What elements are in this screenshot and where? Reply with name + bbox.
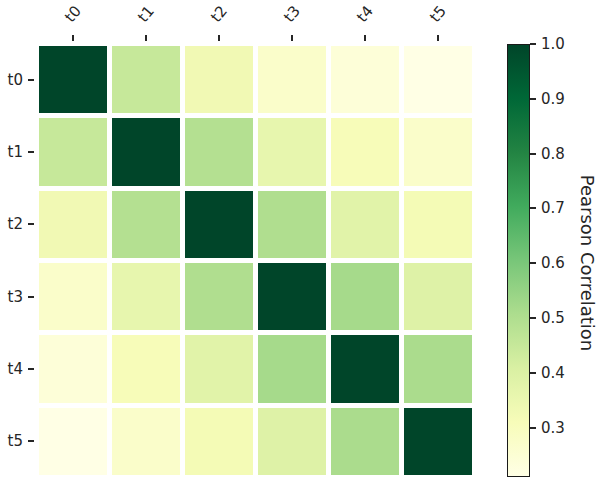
heatmap-cell-t3-t1 bbox=[112, 263, 180, 330]
colorbar-tick-label: 0.5 bbox=[541, 309, 565, 327]
colorbar-tick-mark bbox=[530, 372, 536, 374]
colorbar-tick-label: 0.4 bbox=[541, 364, 565, 382]
x-tick-mark bbox=[218, 35, 220, 41]
y-tick-label-t4: t4 bbox=[0, 360, 23, 378]
x-tick-mark bbox=[437, 35, 439, 41]
colorbar-tick-label: 0.7 bbox=[541, 199, 565, 217]
heatmap-cell-t4-t5 bbox=[404, 335, 472, 402]
heatmap-cell-t2-t4 bbox=[331, 191, 399, 258]
y-tick-mark bbox=[28, 79, 34, 81]
heatmap-cell-t2-t3 bbox=[258, 191, 326, 258]
heatmap-cell-t1-t4 bbox=[331, 118, 399, 185]
colorbar-tick-mark bbox=[530, 207, 536, 209]
colorbar-tick-mark bbox=[530, 317, 536, 319]
y-tick-mark bbox=[28, 296, 34, 298]
heatmap-cell-t0-t1 bbox=[112, 46, 180, 113]
x-tick-mark bbox=[291, 35, 293, 41]
heatmap-cell-t0-t3 bbox=[258, 46, 326, 113]
heatmap-cell-t1-t5 bbox=[404, 118, 472, 185]
colorbar-tick-label: 0.6 bbox=[541, 254, 565, 272]
colorbar-tick-label: 0.3 bbox=[541, 419, 565, 437]
heatmap-cell-t2-t0 bbox=[39, 191, 107, 258]
heatmap-cell-t4-t4 bbox=[331, 335, 399, 402]
heatmap-cell-t5-t5 bbox=[404, 408, 472, 475]
y-tick-label-t5: t5 bbox=[0, 432, 23, 450]
heatmap-cell-t5-t1 bbox=[112, 408, 180, 475]
colorbar-tick-mark bbox=[530, 427, 536, 429]
x-tick-label: t2 bbox=[207, 2, 231, 25]
y-tick-mark bbox=[28, 368, 34, 370]
x-tick-label: t0 bbox=[61, 2, 85, 25]
heatmap-cell-t4-t0 bbox=[39, 335, 107, 402]
heatmap-cell-t3-t2 bbox=[185, 263, 253, 330]
heatmap-cell-t0-t5 bbox=[404, 46, 472, 113]
heatmap-cell-t5-t0 bbox=[39, 408, 107, 475]
heatmap-cell-t0-t0 bbox=[39, 46, 107, 113]
heatmap-cell-t4-t2 bbox=[185, 335, 253, 402]
heatmap-cell-t3-t4 bbox=[331, 263, 399, 330]
y-tick-mark bbox=[28, 151, 34, 153]
colorbar-tick-mark bbox=[530, 43, 536, 45]
y-tick-mark bbox=[28, 440, 34, 442]
heatmap-cell-t3-t0 bbox=[39, 263, 107, 330]
heatmap-cell-t3-t5 bbox=[404, 263, 472, 330]
heatmap-cell-t0-t2 bbox=[185, 46, 253, 113]
heatmap-cell-t2-t5 bbox=[404, 191, 472, 258]
heatmap-cell-t2-t1 bbox=[112, 191, 180, 258]
colorbar-tick-mark bbox=[530, 153, 536, 155]
colorbar-gradient bbox=[507, 44, 530, 477]
heatmap-cell-t1-t1 bbox=[112, 118, 180, 185]
heatmap-cell-t1-t0 bbox=[39, 118, 107, 185]
colorbar-tick-mark bbox=[530, 262, 536, 264]
heatmap-cell-t3-t3 bbox=[258, 263, 326, 330]
x-tick-mark bbox=[145, 35, 147, 41]
x-tick-label: t5 bbox=[426, 2, 450, 25]
heatmap-cell-t5-t3 bbox=[258, 408, 326, 475]
x-tick-mark bbox=[364, 35, 366, 41]
colorbar-tick-label: 1.0 bbox=[541, 35, 565, 53]
heatmap-cell-t0-t4 bbox=[331, 46, 399, 113]
x-tick-label: t1 bbox=[134, 2, 158, 25]
colorbar-tick-label: 0.8 bbox=[541, 145, 565, 163]
heatmap-grid bbox=[39, 46, 472, 475]
x-tick-label: t4 bbox=[353, 2, 377, 25]
x-tick-mark bbox=[72, 35, 74, 41]
y-tick-label-t2: t2 bbox=[0, 215, 23, 233]
heatmap-cell-t4-t1 bbox=[112, 335, 180, 402]
x-tick-label: t3 bbox=[280, 2, 304, 25]
y-tick-mark bbox=[28, 223, 34, 225]
heatmap-cell-t5-t2 bbox=[185, 408, 253, 475]
heatmap-cell-t4-t3 bbox=[258, 335, 326, 402]
colorbar-label: Pearson Correlation bbox=[577, 175, 598, 352]
y-tick-label-t1: t1 bbox=[0, 143, 23, 161]
heatmap-cell-t5-t4 bbox=[331, 408, 399, 475]
colorbar-tick-label: 0.9 bbox=[541, 90, 565, 108]
heatmap-cell-t2-t2 bbox=[185, 191, 253, 258]
heatmap-cell-t1-t3 bbox=[258, 118, 326, 185]
heatmap-cell-t1-t2 bbox=[185, 118, 253, 185]
colorbar-tick-mark bbox=[530, 98, 536, 100]
correlation-heatmap-figure: t0 t1 t2 t3 t4 t5 t0 t1 t2 t3 t4 t5 1.0 0.9 0.8 0.7 0.… bbox=[0, 0, 606, 482]
y-tick-label-t3: t3 bbox=[0, 288, 23, 306]
y-tick-label-t0: t0 bbox=[0, 71, 23, 89]
